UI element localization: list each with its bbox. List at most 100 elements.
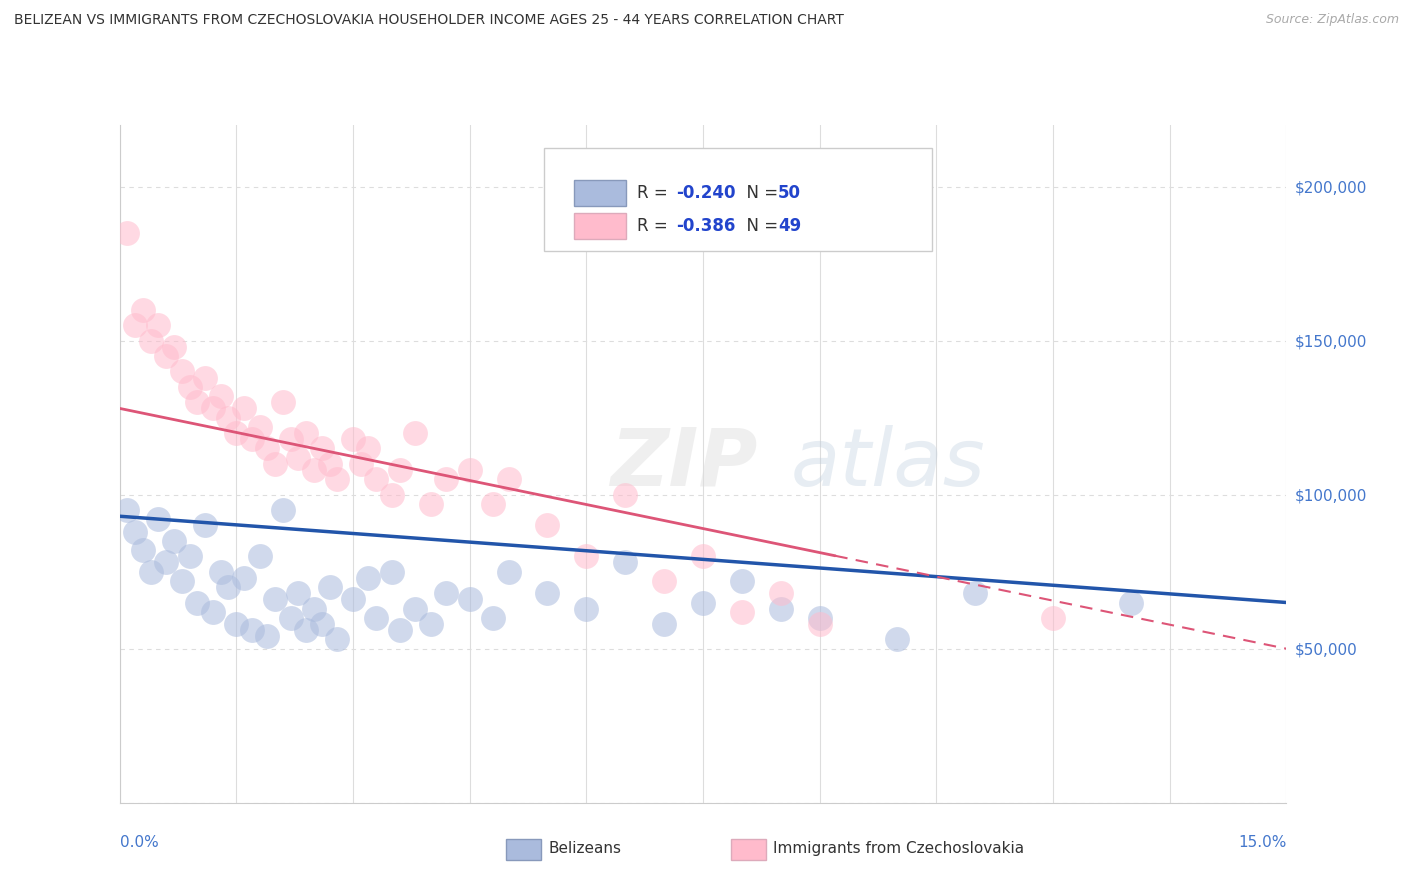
Text: Immigrants from Czechoslovakia: Immigrants from Czechoslovakia (773, 841, 1025, 855)
Point (536, 518, 558, 533)
Point (264, 457, 287, 471)
Text: 0.0%: 0.0% (120, 836, 159, 850)
Text: BELIZEAN VS IMMIGRANTS FROM CZECHOSLOVAKIA HOUSEHOLDER INCOME AGES 25 - 44 YEARS: BELIZEAN VS IMMIGRANTS FROM CZECHOSLOVAK… (14, 13, 844, 28)
Point (139, 565, 162, 579)
Text: R =: R = (637, 184, 673, 202)
Text: atlas: atlas (790, 425, 986, 503)
Point (381, 488, 404, 502)
Point (295, 624, 318, 638)
Point (201, 605, 224, 619)
Point (498, 565, 520, 579)
Point (256, 629, 278, 643)
Point (311, 442, 333, 456)
Text: 50: 50 (778, 184, 801, 202)
Point (280, 432, 302, 446)
Point (419, 497, 441, 511)
Point (575, 549, 598, 564)
Point (808, 611, 831, 625)
Point (357, 442, 380, 456)
Point (434, 586, 457, 600)
Point (536, 586, 558, 600)
Text: Belizeans: Belizeans (548, 841, 621, 855)
Point (249, 420, 271, 434)
Point (264, 592, 287, 607)
Point (575, 601, 598, 615)
Point (124, 524, 146, 539)
Point (302, 463, 325, 477)
Text: 15.0%: 15.0% (1239, 836, 1286, 850)
Point (434, 472, 457, 486)
Point (148, 318, 170, 333)
Text: R =: R = (637, 217, 673, 235)
Point (342, 432, 364, 446)
Text: Source: ZipAtlas.com: Source: ZipAtlas.com (1265, 13, 1399, 27)
Point (132, 543, 155, 558)
Point (808, 617, 831, 632)
Point (217, 410, 239, 425)
Point (155, 349, 177, 363)
Point (731, 605, 754, 619)
Point (614, 556, 637, 570)
Point (482, 611, 505, 625)
Point (271, 395, 294, 409)
Point (614, 488, 637, 502)
Point (498, 472, 520, 486)
Point (357, 571, 380, 585)
Point (225, 425, 247, 440)
Point (692, 549, 714, 564)
Point (404, 601, 426, 615)
Point (132, 302, 155, 317)
Point (652, 617, 675, 632)
Point (201, 401, 224, 416)
Point (1042, 611, 1064, 625)
Point (318, 457, 340, 471)
Text: N =: N = (735, 184, 783, 202)
Point (692, 595, 714, 609)
Point (326, 472, 349, 486)
Point (209, 389, 232, 403)
Point (186, 595, 208, 609)
Point (342, 592, 364, 607)
Point (194, 518, 217, 533)
Point (366, 611, 388, 625)
Point (886, 632, 908, 647)
Point (458, 463, 481, 477)
Point (117, 226, 139, 240)
Point (148, 512, 170, 526)
Text: -0.386: -0.386 (676, 217, 735, 235)
Point (287, 450, 309, 465)
Point (381, 565, 404, 579)
Point (139, 334, 162, 348)
Point (295, 425, 318, 440)
Text: 49: 49 (778, 217, 801, 235)
Point (233, 401, 256, 416)
Point (240, 624, 263, 638)
Point (1119, 595, 1142, 609)
Point (326, 632, 349, 647)
Point (388, 624, 411, 638)
Point (404, 425, 426, 440)
Point (179, 549, 201, 564)
Point (186, 395, 208, 409)
Point (287, 586, 309, 600)
Text: ZIP: ZIP (610, 425, 756, 503)
Point (731, 574, 754, 588)
Point (271, 503, 294, 517)
Point (170, 574, 193, 588)
Point (163, 533, 186, 548)
Point (124, 318, 146, 333)
Point (769, 601, 792, 615)
Point (482, 497, 505, 511)
Point (240, 432, 263, 446)
Point (233, 571, 256, 585)
Point (652, 574, 675, 588)
Point (256, 442, 278, 456)
Point (179, 380, 201, 394)
Point (249, 549, 271, 564)
Point (318, 580, 340, 594)
Point (217, 580, 239, 594)
Point (170, 364, 193, 378)
Text: N =: N = (735, 217, 783, 235)
Point (302, 601, 325, 615)
Point (458, 592, 481, 607)
